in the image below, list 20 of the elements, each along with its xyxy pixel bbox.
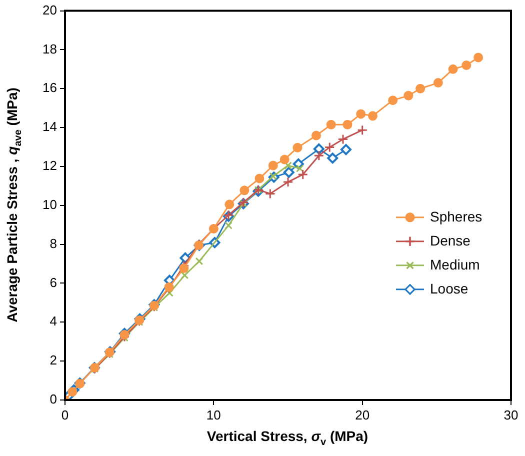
legend-label: Medium	[430, 256, 480, 272]
y-tick-label: 12	[42, 158, 57, 174]
x-tick-label: 10	[206, 407, 221, 422]
x-tick-label: 30	[504, 407, 518, 422]
y-tick-label: 4	[50, 314, 57, 329]
x-axis-title: Vertical Stress, σ$_{v}$ (MPa)	[206, 428, 370, 448]
x-tick-label: 0	[61, 407, 69, 422]
y-tick-label: 20	[42, 2, 57, 18]
y-tick-label: 14	[42, 119, 57, 134]
legend-label: Loose	[430, 280, 468, 296]
y-tick-label: 18	[42, 41, 57, 56]
x-tick-label: 20	[355, 407, 370, 422]
y-tick-label: 8	[50, 236, 57, 251]
y-tick-label: 0	[50, 392, 57, 407]
y-tick-label: 16	[42, 80, 57, 96]
y-tick-label: 2	[50, 352, 57, 368]
y-tick-label: 6	[50, 274, 57, 290]
legend-label: Spheres	[430, 208, 482, 224]
y-tick-label: 10	[42, 196, 57, 212]
legend-label: Dense	[430, 232, 471, 248]
